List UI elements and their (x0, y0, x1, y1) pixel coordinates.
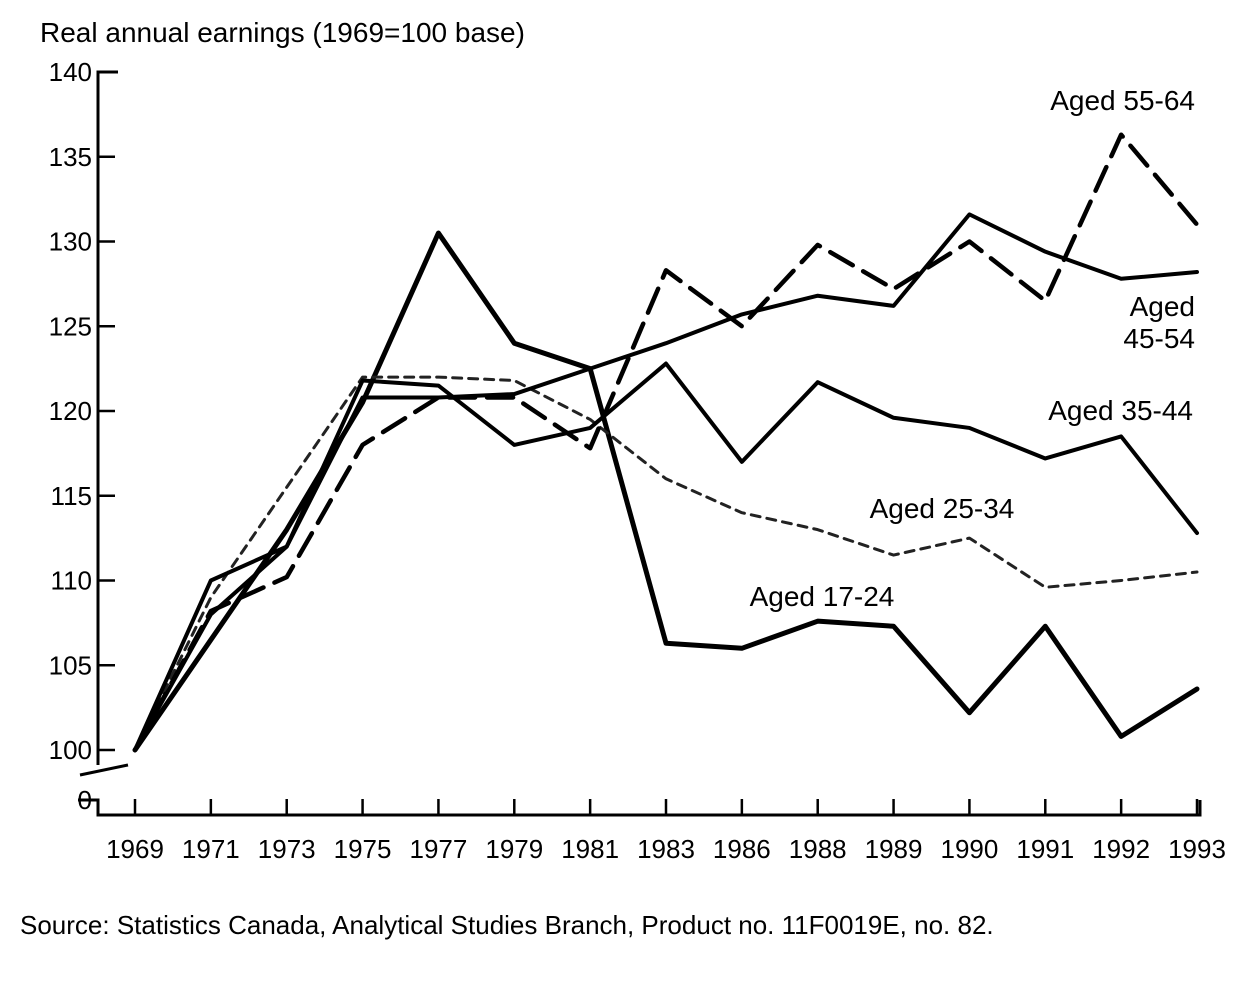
series-label-aged-17-24: Aged 17-24 (750, 581, 895, 612)
x-tick-label: 1988 (789, 834, 847, 864)
y-tick-label: 115 (51, 481, 92, 511)
x-tick-label: 1975 (334, 834, 392, 864)
series-line-aged-25-34 (133, 375, 1199, 752)
series-label-aged-35-44: Aged 35-44 (1048, 395, 1193, 426)
series-line-aged-17-24 (132, 230, 1200, 753)
x-tick-label: 1977 (410, 834, 468, 864)
x-axis-line (78, 798, 1202, 817)
source-note: Source: Statistics Canada, Analytical St… (20, 910, 994, 940)
series-line-aged-55-64 (132, 132, 1200, 753)
x-tick-label: 1989 (865, 834, 923, 864)
x-tick-label: 1986 (713, 834, 771, 864)
x-tick-label: 1992 (1092, 834, 1150, 864)
x-tick-label: 1971 (182, 834, 240, 864)
y-tick-label: 140 (49, 57, 92, 87)
y-tick-label: 130 (49, 227, 92, 257)
y-tick-label: 105 (49, 650, 92, 680)
x-tick-label: 1991 (1016, 834, 1074, 864)
series-label-aged-45-54: Aged 45-54 (1123, 291, 1195, 354)
series-lines (132, 132, 1200, 753)
y-tick-label: 0 (78, 785, 92, 815)
x-tick-label: 1983 (637, 834, 695, 864)
series-line-aged-35-44 (133, 361, 1199, 752)
y-axis-ticks: 0 100 105 110 115 120 125 130 135 140 (49, 57, 115, 815)
series-line-aged-45-54 (133, 212, 1199, 752)
x-tick-label: 1993 (1168, 834, 1226, 864)
axis-break-mark (79, 763, 129, 777)
x-tick-label: 1969 (106, 834, 164, 864)
x-tick-label: 1973 (258, 834, 316, 864)
y-tick-label: 120 (49, 396, 92, 426)
y-axis-title: Real annual earnings (1969=100 base) (40, 17, 525, 48)
y-axis-line (96, 70, 118, 765)
x-tick-label: 1979 (485, 834, 543, 864)
series-labels: Aged 17-24 Aged 25-34 Aged 35-44 Aged 45-54 A… (750, 85, 1195, 612)
y-tick-label: 135 (49, 142, 92, 172)
series-label-aged-25-34: Aged 25-34 (870, 493, 1015, 524)
x-tick-label: 1990 (941, 834, 999, 864)
y-tick-label: 100 (49, 735, 92, 765)
y-tick-label: 110 (51, 566, 92, 596)
x-tick-label: 1981 (561, 834, 619, 864)
x-axis-ticks: 1969 1971 1973 1975 1977 1979 1981 1983 1986 1988… (106, 799, 1226, 864)
axes (78, 70, 1202, 817)
y-tick-label: 125 (49, 311, 92, 341)
series-label-aged-55-64: Aged 55-64 (1050, 85, 1195, 116)
